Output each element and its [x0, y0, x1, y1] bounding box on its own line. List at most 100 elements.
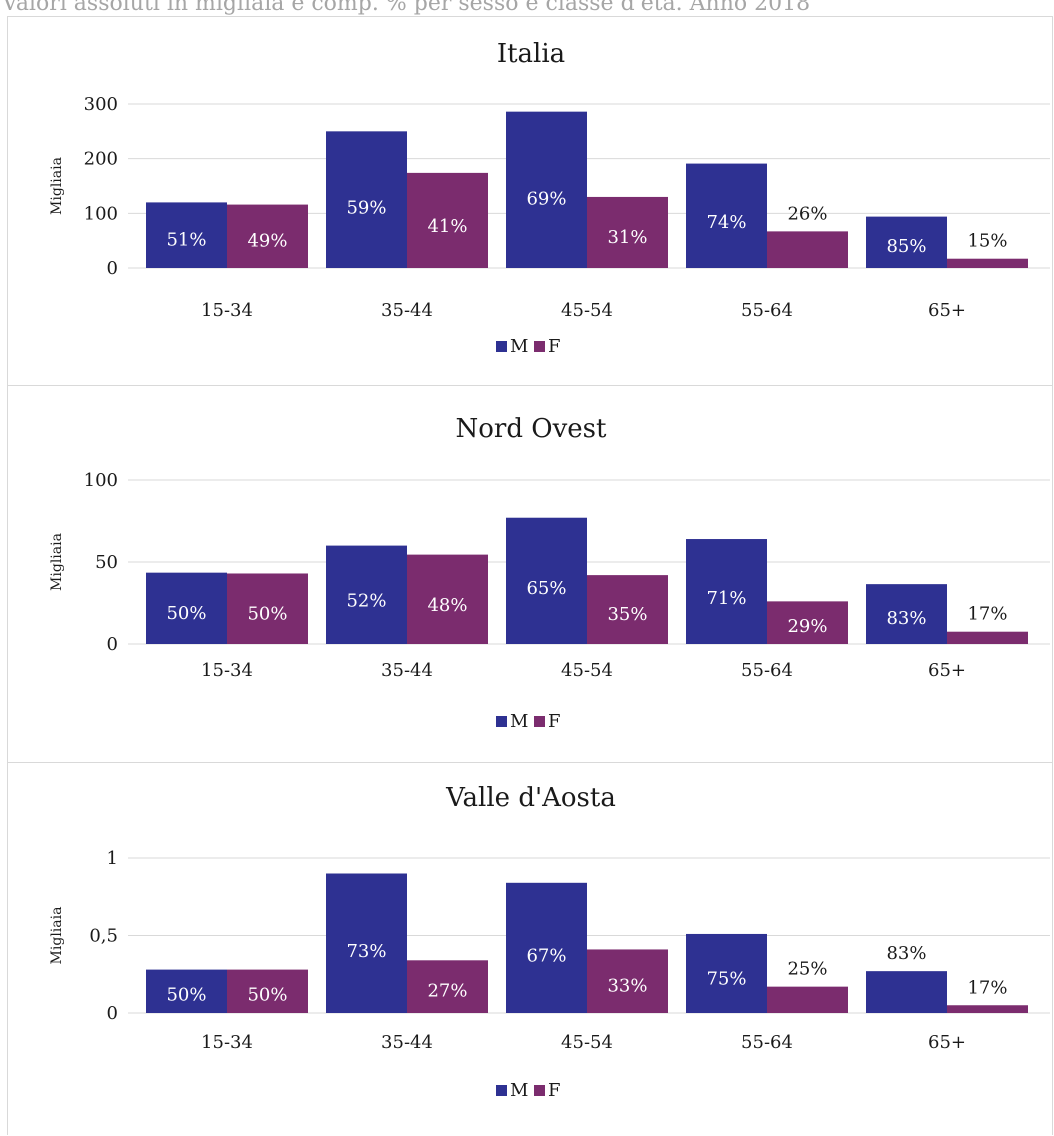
data-label: 29% [787, 616, 827, 637]
legend-label-M: M [510, 711, 528, 732]
x-tick-label: 55-64 [741, 1032, 793, 1053]
x-tick-label: 55-64 [741, 300, 793, 321]
data-label: 17% [967, 604, 1007, 625]
legend-label-M: M [510, 1080, 528, 1101]
y-tick-label: 100 [84, 470, 118, 491]
subtitle: Valori assoluti in migliaia e comp. % pe… [2, 0, 811, 16]
legend-swatch-M [496, 341, 507, 352]
chart-title: Valle d'Aosta [445, 783, 616, 813]
y-axis-label: Migliaia [49, 533, 65, 591]
bar-M-45-54 [506, 517, 587, 644]
y-axis-label: Migliaia [49, 157, 65, 215]
bar-F-55-64 [767, 986, 848, 1013]
data-label: 17% [967, 977, 1007, 998]
bar-F-45-54 [587, 575, 668, 644]
data-label: 26% [787, 203, 827, 224]
bar-F-65+ [947, 1005, 1028, 1013]
bar-M-65+ [866, 216, 947, 268]
y-tick-label: 200 [84, 149, 118, 170]
y-tick-label: 0 [107, 1003, 118, 1024]
x-tick-label: 45-54 [561, 300, 613, 321]
x-tick-label: 45-54 [561, 660, 613, 681]
x-tick-label: 55-64 [741, 660, 793, 681]
legend-label-F: F [548, 711, 561, 732]
y-tick-label: 50 [95, 552, 118, 573]
bar-F-65+ [947, 631, 1028, 644]
y-tick-label: 1 [107, 848, 118, 869]
legend-swatch-M [496, 716, 507, 727]
legend-label-F: F [548, 336, 561, 357]
data-label: 67% [526, 945, 566, 966]
legend-swatch-F [534, 716, 545, 727]
data-label: 49% [247, 230, 287, 251]
data-label: 41% [427, 216, 467, 237]
bar-F-35-44 [407, 554, 488, 644]
bar-F-45-54 [587, 196, 668, 268]
x-tick-label: 45-54 [561, 1032, 613, 1053]
bar-F-55-64 [767, 601, 848, 644]
chart-svg: Italia Migliaia 0 100 200 300 51% 49% 15-34 59% 41… [49, 39, 1050, 357]
data-label: 73% [346, 941, 386, 962]
x-tick-label: 65+ [928, 660, 966, 681]
bar-F-15-34 [227, 969, 308, 1013]
chart-svg: Nord Ovest Migliaia 0 50 100 50% 50% 15-34 52% 48… [49, 414, 1050, 732]
data-label: 27% [427, 980, 467, 1001]
data-label: 65% [526, 578, 566, 599]
data-label: 75% [706, 968, 746, 989]
chart-title: Italia [497, 39, 565, 69]
bar-M-65+ [866, 971, 947, 1013]
data-label: 59% [346, 198, 386, 219]
bar-F-35-44 [407, 960, 488, 1013]
data-label: 85% [886, 236, 926, 257]
chart-italia: Italia Migliaia 0 100 200 300 51% 49% 15-34 59% 41… [7, 16, 1053, 386]
bar-M-55-64 [686, 933, 767, 1013]
data-label: 50% [247, 984, 287, 1005]
x-tick-label: 15-34 [201, 300, 253, 321]
x-tick-label: 15-34 [201, 660, 253, 681]
data-label: 83% [886, 608, 926, 629]
data-label: 50% [247, 603, 287, 624]
bar-F-15-34 [227, 204, 308, 268]
bar-M-15-34 [146, 202, 227, 268]
bar-M-35-44 [326, 545, 407, 644]
legend-swatch-M [496, 1085, 507, 1096]
bar-M-35-44 [326, 131, 407, 268]
y-axis-label: Migliaia [49, 907, 65, 965]
data-label: 52% [346, 591, 386, 612]
data-label: 71% [706, 588, 746, 609]
bar-M-45-54 [506, 111, 587, 268]
data-label: 74% [706, 212, 746, 233]
y-tick-label: 0 [107, 258, 118, 279]
y-tick-label: 300 [84, 94, 118, 115]
legend-swatch-F [534, 341, 545, 352]
x-tick-label: 65+ [928, 1032, 966, 1053]
bar-M-45-54 [506, 882, 587, 1013]
data-label: 83% [886, 943, 926, 964]
data-label: 25% [787, 959, 827, 980]
data-label: 15% [967, 231, 1007, 252]
bar-F-65+ [947, 258, 1028, 268]
bar-M-15-34 [146, 969, 227, 1013]
legend-label-F: F [548, 1080, 561, 1101]
x-tick-label: 35-44 [381, 1032, 433, 1053]
data-label: 31% [607, 227, 647, 248]
bar-F-45-54 [587, 949, 668, 1013]
chart-svg: Valle d'Aosta Migliaia 0 0,5 1 50% 50% 15-34 73%… [49, 783, 1050, 1101]
bar-F-35-44 [407, 172, 488, 268]
legend-label-M: M [510, 336, 528, 357]
x-tick-label: 35-44 [381, 300, 433, 321]
bar-M-35-44 [326, 873, 407, 1013]
y-tick-label: 100 [84, 203, 118, 224]
data-label: 48% [427, 595, 467, 616]
y-tick-label: 0 [107, 634, 118, 655]
x-tick-label: 35-44 [381, 660, 433, 681]
chart-valle-daosta: Valle d'Aosta Migliaia 0 0,5 1 50% 50% 15-34 73%… [7, 762, 1053, 1135]
y-tick-label: 0,5 [89, 926, 118, 947]
data-label: 33% [607, 975, 647, 996]
data-label: 35% [607, 604, 647, 625]
bar-F-15-34 [227, 573, 308, 644]
x-tick-label: 15-34 [201, 1032, 253, 1053]
bar-M-65+ [866, 584, 947, 644]
bar-M-55-64 [686, 163, 767, 268]
bar-F-55-64 [767, 231, 848, 268]
